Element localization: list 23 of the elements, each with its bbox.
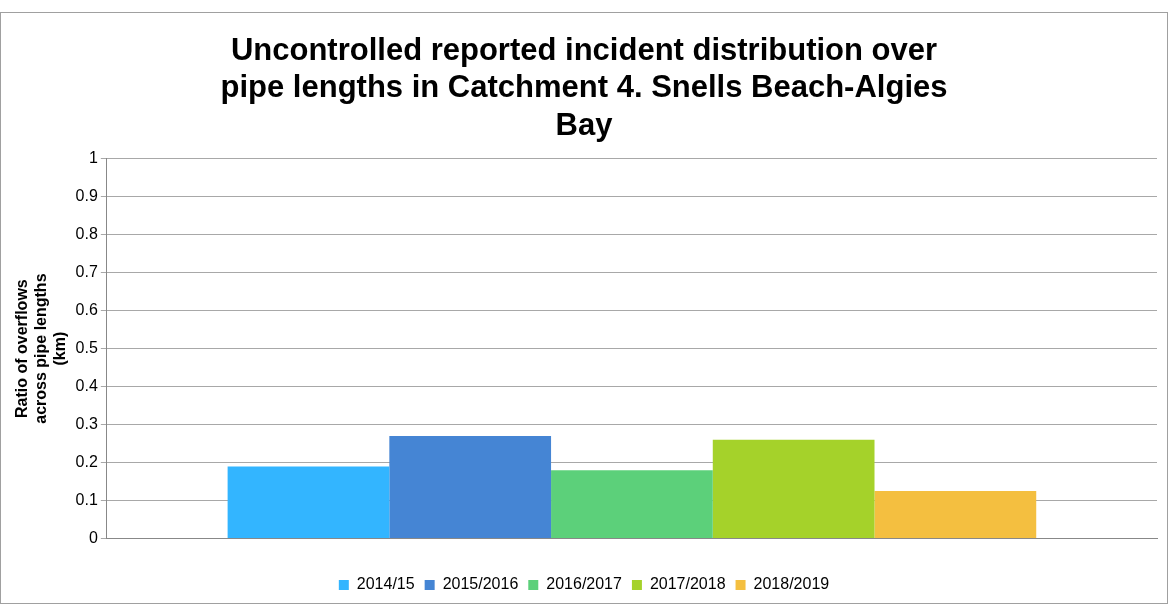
legend-label: 2014/15 [356, 575, 415, 593]
legend-label: 2016/2017 [546, 575, 623, 593]
chart-title: Uncontrolled reported incident distribution over pipe lengths in Catchment 4. Snells Beach-Algies Bay [220, 32, 948, 142]
y-tick-label: 0.3 [75, 415, 98, 433]
y-tick-label: 0.2 [75, 453, 98, 471]
bar [389, 436, 552, 539]
y-tick-label: 0.6 [75, 301, 98, 319]
bar [712, 439, 875, 539]
y-tick-label: 0.4 [75, 377, 98, 395]
y-tick-label: 0.8 [75, 225, 98, 243]
legend-label: 2015/2016 [442, 575, 519, 593]
y-tick-label: 0.9 [75, 187, 98, 205]
bar [551, 470, 713, 539]
y-tick-label: 0 [88, 529, 98, 547]
bar [227, 466, 390, 539]
bar [874, 491, 1037, 539]
y-axis-title: Ratio of overflows across pipe lengths (km) [13, 273, 69, 424]
y-tick-label: 0.5 [75, 339, 98, 357]
legend-label: 2017/2018 [649, 575, 726, 593]
y-tick-label: 1 [88, 149, 98, 167]
y-tick-label: 0.1 [75, 491, 98, 509]
y-tick-label: 0.7 [75, 263, 98, 281]
legend-label: 2018/2019 [753, 575, 830, 593]
